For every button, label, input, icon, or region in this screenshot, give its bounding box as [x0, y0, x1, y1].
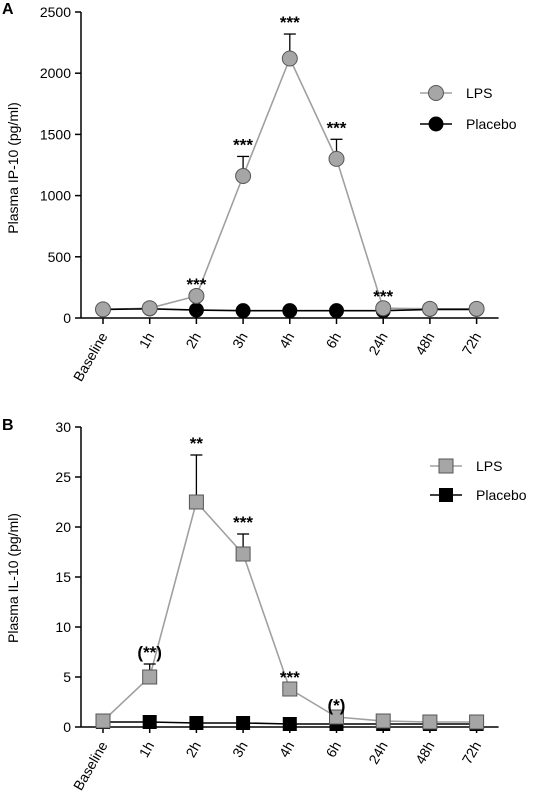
placebo-point: [282, 303, 298, 319]
x-tick-label: 4h: [276, 739, 298, 760]
y-tick-label: 2000: [40, 65, 71, 81]
x-tick-label: 48h: [412, 739, 438, 767]
x-tick-label: 48h: [412, 330, 438, 358]
lps-point: [421, 300, 438, 317]
legend-lps-marker: [438, 458, 454, 474]
significance-label: ***: [327, 118, 347, 137]
placebo-point: [142, 715, 157, 729]
significance-label: ***: [373, 287, 393, 306]
lps-point: [468, 300, 485, 317]
lps-point: [375, 300, 392, 317]
lps-point: [422, 714, 438, 730]
significance-label: (**): [137, 643, 162, 662]
significance-label: **: [190, 434, 204, 453]
y-tick-label: 10: [55, 619, 71, 635]
lps-point: [282, 681, 298, 697]
y-tick-label: 1500: [40, 126, 71, 142]
significance-label: ***: [186, 275, 206, 294]
y-tick-label: 15: [55, 569, 71, 585]
y-tick-label: 1000: [40, 188, 71, 204]
lps-point: [188, 287, 205, 304]
lps-point: [95, 301, 111, 318]
lps-point: [95, 713, 111, 729]
x-tick-label: 1h: [136, 330, 158, 351]
x-tick-label: Baseline: [70, 329, 111, 384]
legend-placebo-marker: [428, 116, 444, 132]
panel-a-chart: A Plasma IP-10 (pg/ml) 0 500 1000 1500 2000 250…: [2, 1, 517, 384]
placebo-point: [236, 716, 251, 730]
lps-point: [141, 300, 158, 317]
significance-label: ***: [233, 135, 253, 154]
legend-placebo-marker: [439, 488, 453, 502]
x-tick-label: 3h: [229, 330, 251, 351]
placebo-point: [282, 717, 297, 731]
placebo-point: [188, 302, 204, 318]
lps-point: [235, 168, 252, 185]
lps-point: [469, 714, 485, 730]
x-tick-label: 24h: [365, 330, 391, 358]
y-tick-label: 500: [48, 249, 72, 265]
lps-series-line: [102, 56, 477, 311]
x-tick-label: 72h: [459, 739, 485, 767]
x-tick-label: 6h: [322, 330, 344, 351]
lps-point: [235, 546, 251, 562]
y-axis-label: Plasma IL-10 (pg/ml): [5, 513, 21, 643]
y-tick-label: 5: [63, 669, 71, 685]
legend-lps-label: LPS: [466, 85, 492, 101]
lps-point: [281, 50, 298, 67]
y-tick-label: 2500: [40, 4, 71, 20]
y-tick-label: 0: [63, 310, 71, 326]
significance-label: (*): [328, 696, 346, 715]
y-tick-label: 20: [55, 519, 71, 535]
x-tick-label: Baseline: [70, 738, 111, 793]
significance-label: ***: [233, 513, 253, 532]
y-tick-label: 30: [55, 419, 71, 435]
y-axis-label: Plasma IP-10 (pg/ml): [5, 102, 21, 233]
panel-b-chart: B Plasma IL-10 (pg/ml) 0 5 10 15 20 25 30 Baselin…: [2, 417, 527, 793]
panel-label: A: [2, 1, 14, 18]
panel-label: B: [2, 417, 14, 434]
significance-label: ***: [280, 668, 300, 687]
lps-point: [328, 150, 345, 167]
y-tick-label: 0: [63, 719, 71, 735]
legend-lps-label: LPS: [476, 458, 502, 474]
placebo-point: [235, 303, 251, 319]
y-tick-label: 25: [55, 469, 71, 485]
x-tick-label: 6h: [322, 739, 344, 760]
x-tick-label: 3h: [229, 739, 251, 760]
lps-point: [329, 709, 344, 725]
x-tick-label: 72h: [459, 330, 485, 358]
placebo-point: [329, 303, 344, 319]
x-tick-label: 4h: [276, 330, 298, 351]
lps-point: [142, 669, 158, 685]
x-tick-label: 24h: [365, 739, 391, 767]
significance-label: ***: [280, 13, 300, 32]
legend-placebo-label: Placebo: [466, 116, 517, 132]
legend-lps-marker: [428, 85, 444, 101]
lps-point: [375, 713, 391, 729]
x-tick-label: 1h: [136, 739, 158, 760]
lps-point: [188, 494, 204, 510]
x-tick-label: 2h: [182, 330, 204, 351]
x-tick-label: 2h: [182, 739, 204, 760]
placebo-point: [189, 716, 204, 730]
legend-placebo-label: Placebo: [476, 487, 527, 503]
